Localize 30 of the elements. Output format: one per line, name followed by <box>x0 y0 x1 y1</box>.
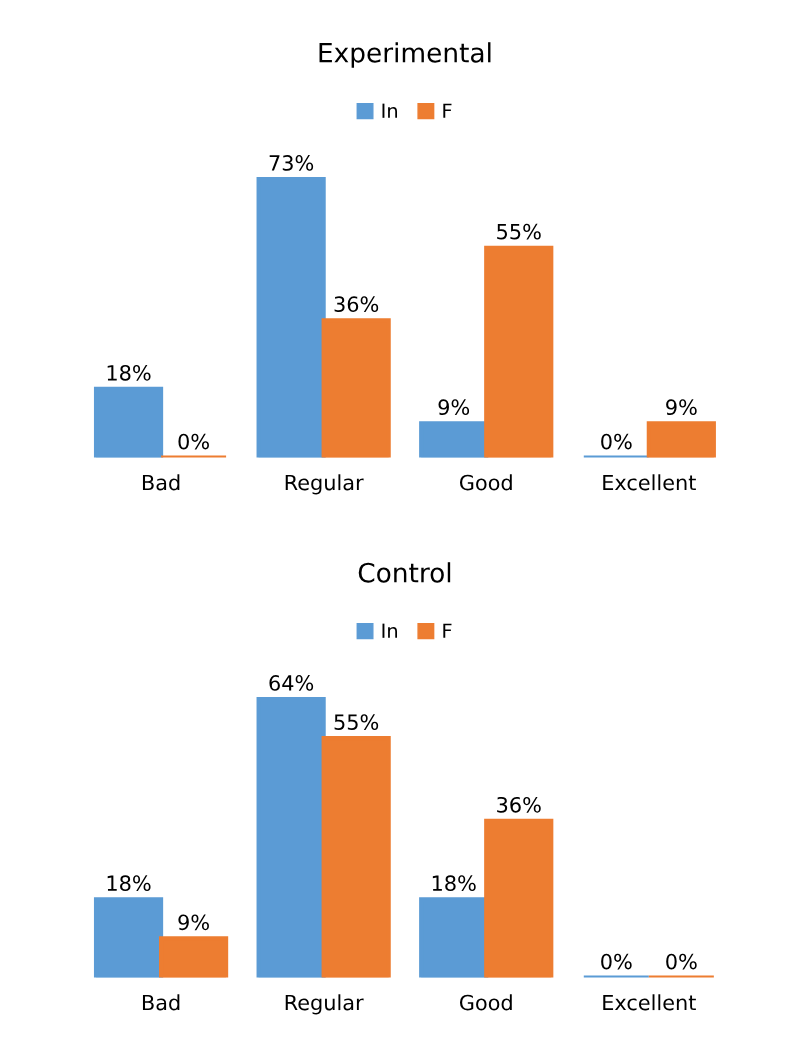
x-tick-label: Excellent <box>603 474 696 491</box>
data-label: 18% <box>107 875 151 892</box>
data-label: 0% <box>601 953 632 970</box>
x-tick-label: Regular <box>285 994 364 1015</box>
data-label: 18% <box>107 364 151 381</box>
x-tick-label: Regular <box>285 474 364 495</box>
x-tick-label: Bad <box>142 474 180 491</box>
x-tick-label: Good <box>459 994 512 1011</box>
data-label: 55% <box>334 714 379 730</box>
data-label: 36% <box>497 796 541 813</box>
legend-label: F <box>443 103 452 118</box>
chart-title: Experimental <box>319 42 491 68</box>
data-label: 0% <box>666 953 697 970</box>
x-tick-label: Excellent <box>603 994 696 1011</box>
data-label: 55% <box>497 223 541 240</box>
data-label: 0% <box>178 433 209 450</box>
legend-label: F <box>443 623 452 638</box>
data-label: 36% <box>334 296 379 313</box>
data-label: 18% <box>432 875 476 892</box>
data-label: 0% <box>601 433 632 450</box>
legend-label: In <box>382 623 397 638</box>
x-tick-label: Bad <box>142 994 180 1011</box>
data-label: 9% <box>178 914 209 931</box>
chart-title: Control <box>358 562 451 583</box>
x-tick-label: Good <box>459 474 512 491</box>
data-label: 64% <box>269 675 314 691</box>
data-label: 73% <box>269 155 314 171</box>
data-label: 9% <box>438 399 470 416</box>
data-label: 9% <box>666 399 697 416</box>
legend-label: In <box>382 103 397 118</box>
